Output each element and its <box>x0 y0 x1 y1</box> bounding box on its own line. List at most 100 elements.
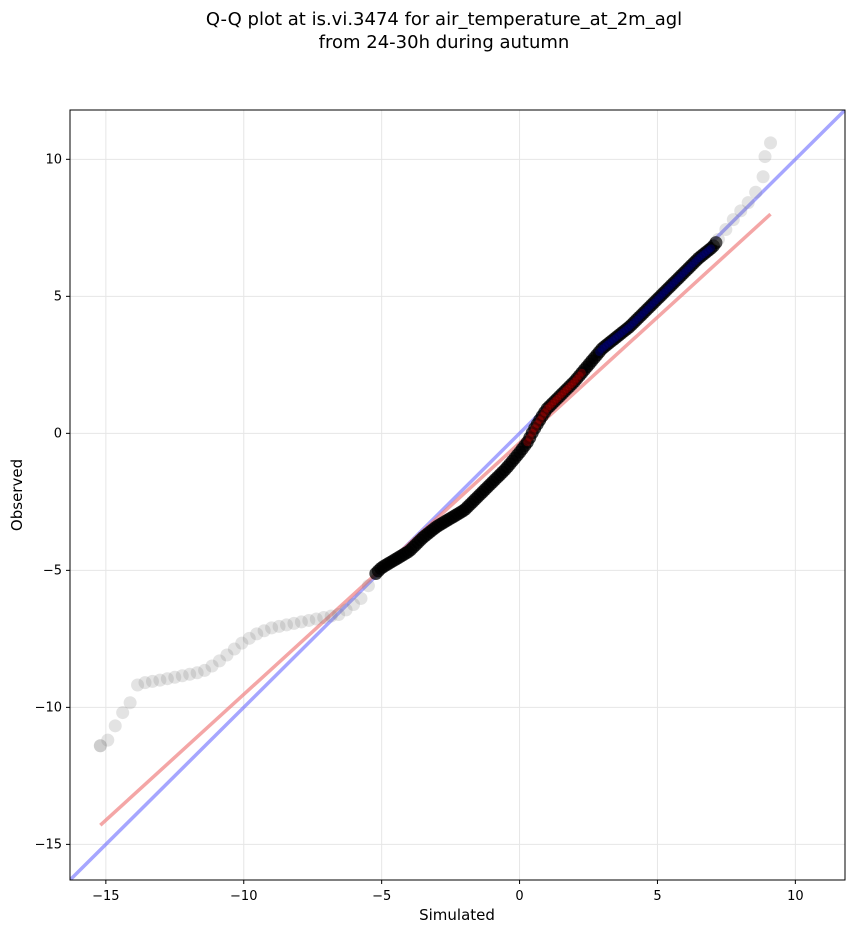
quantile-point <box>741 196 755 210</box>
quantile-point-overlay <box>528 428 537 437</box>
quantile-point-overlay <box>669 278 678 287</box>
quantile-point-overlay <box>634 313 643 322</box>
quantile-point-overlay <box>706 244 715 253</box>
quantile-point <box>339 603 353 617</box>
quantile-point <box>198 663 212 677</box>
quantile-point <box>160 672 174 686</box>
quantile-point-overlay <box>567 380 576 389</box>
quantile-point <box>108 719 122 733</box>
quantile-point-overlay <box>548 399 557 408</box>
y-tick-label: 0 <box>54 426 62 441</box>
quantile-point-overlay <box>627 320 636 329</box>
quantile-point <box>220 648 234 662</box>
y-tick-label: −5 <box>43 563 62 578</box>
x-tick-label: −10 <box>230 889 257 904</box>
quantile-point-overlay <box>550 397 559 406</box>
quantile-point-overlay <box>558 389 567 398</box>
fit-line <box>99 212 772 827</box>
x-tick-label: −15 <box>92 889 119 904</box>
quantile-point-overlay <box>570 377 579 386</box>
y-axis-ticks: −15 −10 −5 0 5 10 <box>35 152 70 852</box>
x-axis-label: Simulated <box>419 906 495 924</box>
outlier-point <box>764 136 778 150</box>
quantile-point-overlay <box>657 291 666 300</box>
quantile-point <box>749 185 763 199</box>
quantile-point-overlay <box>617 329 626 338</box>
quantile-point <box>190 666 204 680</box>
y-axis-label: Observed <box>8 459 26 531</box>
quantile-point-overlay <box>664 283 673 292</box>
quantile-point-overlay <box>697 252 706 261</box>
quantile-point <box>302 613 316 627</box>
quantile-point-overlay <box>600 342 609 351</box>
x-tick-label: 5 <box>653 889 661 904</box>
y-tick-label: 10 <box>45 152 62 167</box>
quantile-point-overlay <box>674 273 683 282</box>
quantile-point <box>272 619 286 633</box>
x-tick-label: 0 <box>515 889 523 904</box>
quantile-point <box>726 213 740 227</box>
quantile-point-overlay <box>525 433 534 442</box>
outlier-point <box>758 150 772 164</box>
chart-title-line-2: from 24-30h during autumn <box>319 32 570 53</box>
quantile-point-overlay <box>682 266 691 275</box>
quantile-point-overlay <box>562 384 571 393</box>
quantile-point-overlay <box>704 246 713 255</box>
quantile-point <box>183 667 197 681</box>
quantile-point-overlay <box>602 340 611 349</box>
quantile-point <box>280 618 294 632</box>
quantile-point-overlay <box>577 368 586 377</box>
quantile-point-overlay <box>575 371 584 380</box>
quantile-point-overlay <box>605 338 614 347</box>
quantile-point <box>175 669 189 683</box>
quantile-point-overlay <box>652 296 661 305</box>
quantile-point-overlay <box>612 332 621 341</box>
plot-frame <box>69 109 846 881</box>
quantile-point-overlay <box>555 392 564 401</box>
quantile-point <box>309 612 323 626</box>
quantile-point <box>709 236 723 250</box>
quantile-point <box>347 598 361 612</box>
quantile-point-overlay <box>523 438 532 447</box>
quantile-point <box>257 624 271 638</box>
quantile-point-overlay <box>662 286 671 295</box>
quantile-point-overlay <box>538 412 547 421</box>
quantile-point <box>227 642 241 656</box>
y-tick-label: −10 <box>35 700 62 715</box>
quantile-point <box>361 579 375 593</box>
quantile-point <box>153 673 167 687</box>
quantile-point-overlay <box>625 323 634 332</box>
quantile-point-overlay <box>597 345 606 354</box>
quantile-point <box>719 222 733 236</box>
quantile-point <box>711 232 725 246</box>
quantile-point <box>145 674 159 688</box>
quantile-point-overlay <box>684 264 693 273</box>
quantile-point-overlay <box>689 259 698 268</box>
quantile-point-overlay <box>694 254 703 263</box>
quantile-points <box>93 136 778 753</box>
quantile-point-overlay <box>687 261 696 270</box>
quantile-point-overlay <box>642 306 651 315</box>
quantile-point <box>250 627 264 641</box>
quantile-point <box>212 654 226 668</box>
quantile-point <box>242 631 256 645</box>
quantile-point <box>354 591 368 605</box>
quantile-point-overlay <box>610 334 619 343</box>
quantile-point <box>332 608 346 622</box>
quantile-point-overlay <box>543 404 552 413</box>
quantile-point <box>116 706 130 720</box>
quantile-point <box>101 733 115 747</box>
quantile-point-overlay <box>572 374 581 383</box>
quantile-point <box>168 670 182 684</box>
quantile-point-overlay <box>530 424 539 433</box>
y-tick-label: −15 <box>35 837 62 852</box>
quantile-point <box>324 609 338 623</box>
x-tick-label: 10 <box>787 889 804 904</box>
quantile-point-overlay <box>644 303 653 312</box>
quantile-point-overlay <box>607 336 616 345</box>
quantile-point-overlay <box>701 248 710 257</box>
quantile-point-overlay <box>622 325 631 334</box>
quantile-point-overlay <box>595 348 604 357</box>
quantile-point <box>205 659 219 673</box>
